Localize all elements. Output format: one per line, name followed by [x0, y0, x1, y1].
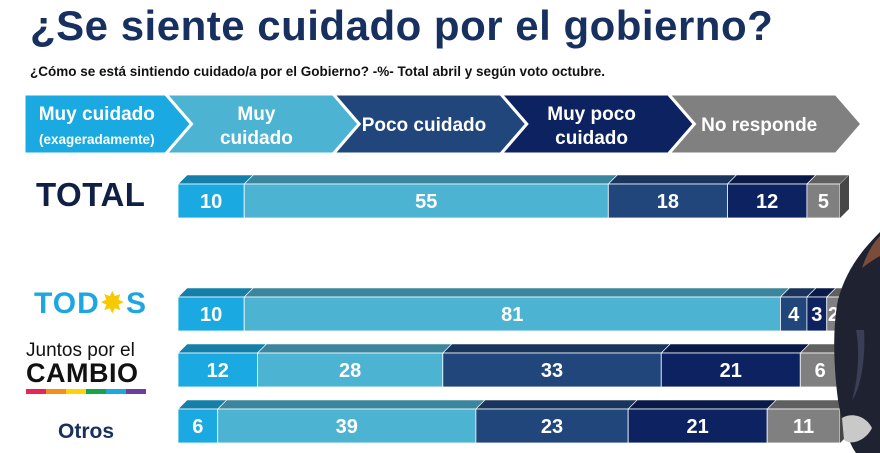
bar-segment — [243, 183, 609, 219]
row-label-total: TOTAL — [36, 176, 146, 213]
stripe-segment — [46, 389, 66, 394]
stripe-segment — [126, 389, 146, 394]
bar-value-label: 21 — [720, 360, 742, 382]
bar-value-label: 6 — [192, 416, 203, 438]
bar-segment — [780, 296, 808, 332]
bar-value-label: 28 — [339, 360, 361, 382]
bar-segment — [607, 183, 728, 219]
stripe-segment — [66, 389, 86, 394]
bar-segment — [217, 408, 477, 444]
bar-segment — [257, 352, 444, 388]
bar-value-label: 11 — [793, 416, 814, 438]
bar-row: 12 28 33 21 6 — [177, 343, 850, 388]
hand-shape — [842, 415, 872, 443]
bar-value-label: 33 — [541, 360, 563, 382]
bar-value-label: 12 — [207, 360, 229, 382]
stripe-segment — [26, 389, 46, 394]
bar-row: 10 81 4 3 2 — [177, 287, 850, 332]
bar-segment — [243, 296, 781, 332]
bar-value-label: 10 — [200, 304, 222, 326]
bar-value-label: 10 — [200, 191, 222, 213]
todos-logo: TOD✸S — [34, 286, 147, 321]
bar-value-label: 3 — [811, 304, 822, 326]
bar-value-label: 21 — [687, 416, 709, 438]
row-label-otros: Otros — [58, 420, 115, 443]
sun-icon: ✸ — [99, 287, 126, 320]
bar-segment — [177, 352, 258, 388]
bar-segment — [806, 183, 841, 219]
jxc-logo-line2: CAMBIO — [26, 358, 139, 388]
page-subtitle: ¿Cómo se está sintiendo cuidado/a por el… — [30, 64, 606, 79]
bar-value-label: 2 — [828, 304, 839, 326]
jxc-color-stripe — [26, 389, 146, 394]
bar-value-label: 4 — [788, 304, 800, 326]
bar-value-label: 81 — [501, 304, 523, 326]
juntos-por-el-cambio-logo: Juntos por el CAMBIO — [26, 341, 146, 394]
bar-segment — [475, 408, 629, 444]
bar-segment — [177, 408, 219, 444]
bar-segment — [177, 296, 245, 332]
bar-value-label: 23 — [541, 416, 563, 438]
todos-logo-text-start: TOD — [34, 287, 100, 320]
stripe-segment — [86, 389, 106, 394]
suit-shape — [834, 232, 880, 453]
bar-segment — [442, 352, 662, 388]
bar-value-label: 39 — [336, 416, 358, 438]
bar-segment — [727, 183, 808, 219]
todos-logo-text-end: S — [125, 287, 147, 320]
jxc-logo-line1: Juntos por el — [26, 340, 135, 361]
bar-row: 6 39 23 21 11 — [177, 399, 850, 444]
bar-value-label: 6 — [815, 360, 826, 382]
page-title: ¿Se siente cuidado por el gobierno? — [30, 2, 774, 49]
bar-value-label: 18 — [657, 191, 679, 213]
skin-shape — [862, 236, 880, 268]
bar-value-label: 12 — [756, 191, 778, 213]
bar-value-label: 5 — [818, 191, 829, 213]
suit-fold-shape — [852, 330, 865, 400]
bar-segment-side — [840, 175, 849, 218]
bar-segment — [627, 408, 768, 444]
bar-value-label: 55 — [415, 191, 437, 213]
bar-row: 10 55 18 12 5 — [177, 174, 850, 219]
bar-segment — [177, 183, 245, 219]
bar-segment — [799, 352, 841, 388]
bar-segment — [766, 408, 841, 444]
stripe-segment — [106, 389, 126, 394]
